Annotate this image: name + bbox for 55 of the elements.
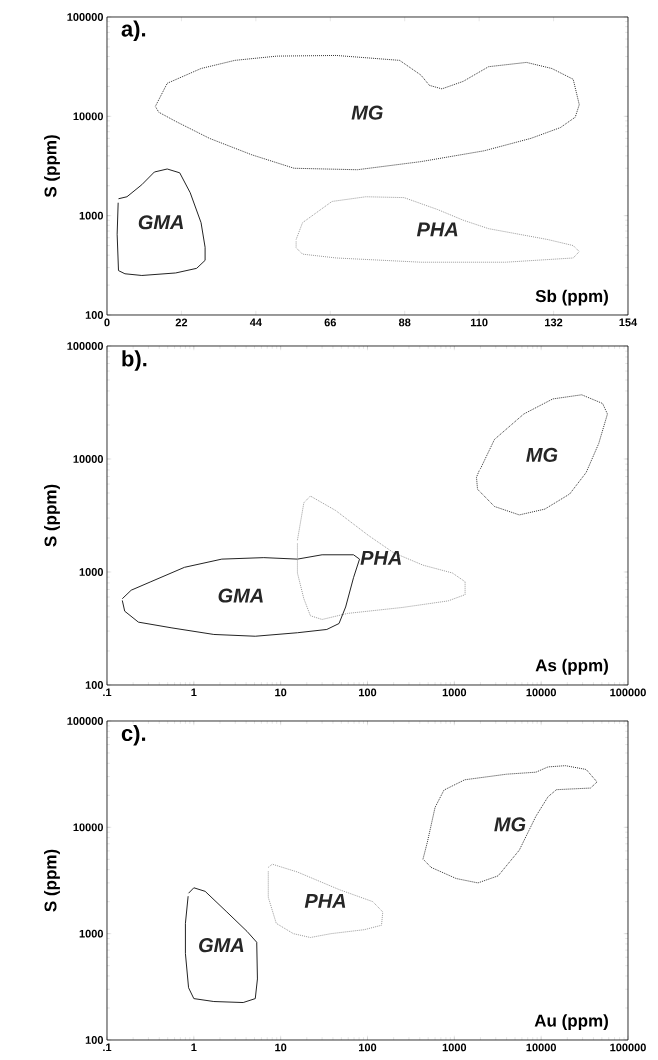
x-tick-label: 66 [324,318,336,327]
x-tick-label: 154 [619,318,638,327]
x-tick-label: 44 [249,318,262,327]
y-axis-title: S (ppm) [44,484,60,547]
y-tick-label: 100 [85,681,103,689]
line-series [116,168,206,276]
series-label: PHA [416,222,458,237]
x-tick-label: 10000 [526,1043,556,1052]
x-tick-label: .1 [103,1043,112,1052]
chart-title: a). [121,20,146,41]
y-tick-label: 1000 [79,211,103,220]
y-axis-title: S (ppm) [44,135,60,198]
line-series [295,196,580,263]
y-tick-label: 100000 [67,342,103,350]
x-axis-title: As (ppm) [535,658,608,675]
series-label: MG [494,817,526,832]
line-series [154,54,580,171]
series-label: GMA [138,215,184,230]
x-tick-label: 10 [275,1043,287,1052]
y-tick-label: 100 [85,1036,103,1044]
x-tick-label: 10 [275,688,287,697]
x-tick-label: 1 [191,688,197,697]
x-tick-label: 100000 [610,1043,646,1052]
x-tick-label: 100000 [610,688,646,697]
series-label: PHA [360,550,401,565]
x-tick-label: 88 [398,318,411,327]
y-tick-label: 1000 [79,929,103,938]
series-label: MG [526,447,558,462]
x-tick-label: 110 [470,318,488,327]
x-axis-title: Sb (ppm) [535,289,608,306]
x-axis-title: Au (ppm) [534,1014,608,1031]
x-tick-label: 22 [175,318,188,327]
y-tick-label: 10000 [73,112,103,121]
y-tick-label: 10000 [73,455,103,463]
y-tick-label: 100000 [67,13,103,21]
series-label: PHA [304,893,346,908]
x-tick-label: 1 [191,1043,197,1052]
series-label: GMA [199,938,244,953]
series-label: GMA [218,588,263,603]
x-tick-label: 1000 [442,688,467,697]
y-tick-label: 1000 [79,568,103,576]
x-tick-label: 10000 [526,688,556,697]
y-tick-label: 100000 [67,717,103,725]
x-tick-label: .1 [103,688,112,697]
text: MG [351,105,383,120]
y-axis-title: S (ppm) [44,849,60,912]
chart-title: b). [122,350,147,371]
x-tick-label: 1000 [442,1043,467,1052]
x-tick-label: 100 [359,1043,377,1052]
y-tick-label: 100 [85,311,103,319]
y-tick-label: 10000 [73,823,103,832]
x-tick-label: 132 [545,318,563,327]
x-tick-label: 100 [359,688,377,697]
x-tick-label: 0 [104,318,110,327]
chart-title: c). [121,724,146,746]
